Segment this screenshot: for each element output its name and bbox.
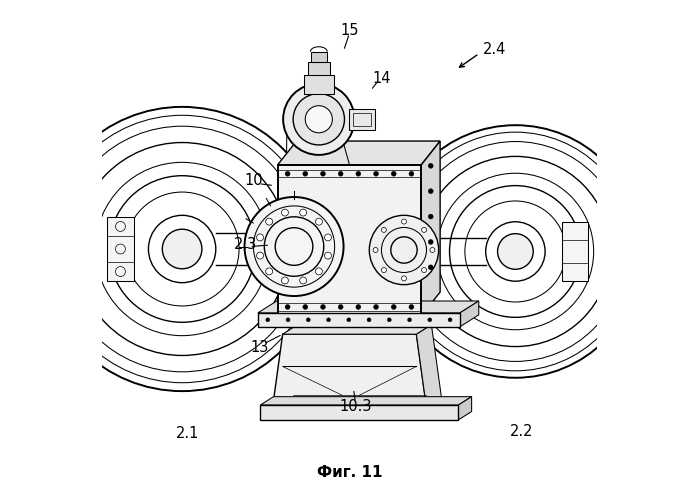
Circle shape bbox=[285, 304, 290, 309]
Circle shape bbox=[321, 304, 326, 309]
Polygon shape bbox=[417, 325, 441, 406]
Circle shape bbox=[498, 234, 533, 269]
Circle shape bbox=[428, 240, 433, 245]
Circle shape bbox=[428, 163, 433, 168]
Circle shape bbox=[448, 318, 452, 322]
Text: 14: 14 bbox=[373, 71, 391, 86]
Circle shape bbox=[338, 171, 343, 176]
Circle shape bbox=[428, 189, 433, 194]
Circle shape bbox=[428, 265, 433, 270]
FancyBboxPatch shape bbox=[258, 313, 460, 327]
Polygon shape bbox=[258, 301, 479, 313]
Circle shape bbox=[266, 218, 273, 225]
Polygon shape bbox=[278, 141, 440, 165]
Text: 10: 10 bbox=[245, 173, 264, 188]
Circle shape bbox=[306, 318, 310, 322]
Circle shape bbox=[283, 84, 354, 155]
Circle shape bbox=[373, 304, 378, 309]
Circle shape bbox=[286, 318, 290, 322]
Text: 2.4: 2.4 bbox=[482, 42, 506, 57]
Circle shape bbox=[430, 248, 435, 252]
Circle shape bbox=[382, 228, 387, 233]
Circle shape bbox=[391, 304, 396, 309]
Circle shape bbox=[324, 252, 331, 259]
Circle shape bbox=[315, 268, 322, 275]
FancyBboxPatch shape bbox=[260, 405, 459, 420]
Circle shape bbox=[324, 234, 331, 241]
Circle shape bbox=[162, 229, 202, 269]
Circle shape bbox=[257, 234, 264, 241]
Polygon shape bbox=[273, 334, 426, 406]
Circle shape bbox=[305, 106, 332, 133]
Polygon shape bbox=[421, 141, 440, 316]
Circle shape bbox=[409, 304, 414, 309]
Text: 2.3: 2.3 bbox=[234, 237, 257, 251]
Circle shape bbox=[326, 318, 331, 322]
Text: 13: 13 bbox=[250, 340, 268, 355]
Polygon shape bbox=[282, 325, 431, 334]
Circle shape bbox=[428, 318, 432, 322]
Polygon shape bbox=[260, 397, 472, 405]
Circle shape bbox=[356, 304, 361, 309]
Circle shape bbox=[347, 318, 351, 322]
Circle shape bbox=[285, 171, 290, 176]
Circle shape bbox=[266, 318, 270, 322]
Circle shape bbox=[387, 318, 391, 322]
Circle shape bbox=[300, 277, 307, 284]
Circle shape bbox=[338, 304, 343, 309]
Circle shape bbox=[401, 276, 406, 281]
Circle shape bbox=[266, 268, 273, 275]
FancyBboxPatch shape bbox=[349, 110, 375, 130]
Circle shape bbox=[408, 318, 412, 322]
Circle shape bbox=[391, 171, 396, 176]
FancyBboxPatch shape bbox=[563, 222, 588, 281]
Circle shape bbox=[303, 171, 308, 176]
Circle shape bbox=[300, 209, 307, 216]
Circle shape bbox=[257, 252, 264, 259]
FancyBboxPatch shape bbox=[278, 165, 421, 316]
Circle shape bbox=[315, 218, 322, 225]
Circle shape bbox=[367, 318, 371, 322]
Circle shape bbox=[421, 267, 426, 272]
Circle shape bbox=[356, 171, 361, 176]
FancyBboxPatch shape bbox=[107, 217, 134, 281]
Circle shape bbox=[321, 171, 326, 176]
Text: Фиг. 11: Фиг. 11 bbox=[317, 465, 382, 481]
Text: 10.3: 10.3 bbox=[339, 399, 372, 414]
Circle shape bbox=[401, 219, 406, 224]
Circle shape bbox=[282, 209, 289, 216]
FancyBboxPatch shape bbox=[304, 76, 333, 94]
Circle shape bbox=[369, 215, 439, 285]
Circle shape bbox=[428, 214, 433, 219]
FancyBboxPatch shape bbox=[308, 62, 330, 76]
Polygon shape bbox=[459, 397, 472, 420]
Circle shape bbox=[245, 197, 343, 296]
Circle shape bbox=[409, 171, 414, 176]
Text: 15: 15 bbox=[340, 22, 359, 38]
Circle shape bbox=[421, 228, 426, 233]
Polygon shape bbox=[460, 301, 479, 327]
Circle shape bbox=[282, 277, 289, 284]
Circle shape bbox=[303, 304, 308, 309]
FancyBboxPatch shape bbox=[311, 52, 326, 62]
Circle shape bbox=[373, 171, 378, 176]
Text: 2.2: 2.2 bbox=[510, 424, 533, 439]
Circle shape bbox=[293, 94, 345, 145]
Circle shape bbox=[373, 248, 378, 252]
Circle shape bbox=[382, 267, 387, 272]
Text: 2.1: 2.1 bbox=[176, 426, 199, 441]
